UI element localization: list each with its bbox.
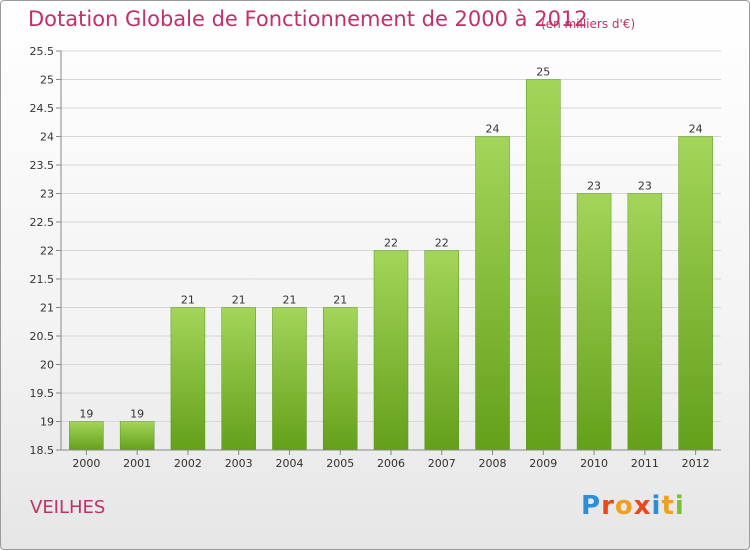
x-tick-label: 2003 (225, 457, 253, 470)
x-axis-ticks: 2000 2001 2002 2003 2004 2005 2006 2007 2008 2009… (72, 450, 710, 470)
x-tick-label: 2006 (377, 457, 405, 470)
data-label: 23 (587, 180, 601, 193)
chart-subtitle: (en milliers d'€) (541, 17, 636, 31)
y-tick-label: 20 (40, 359, 54, 372)
y-tick-label: 19.5 (30, 387, 55, 400)
x-tick-label: 2004 (275, 457, 303, 470)
y-tick-label: 22.5 (30, 216, 55, 229)
y-tick-label: 22 (40, 245, 54, 258)
bar-2007 (424, 250, 460, 451)
x-tick-label: 2000 (72, 457, 100, 470)
data-labels: 19 19 21 21 21 21 22 22 24 25 23 23 24 (79, 66, 702, 421)
data-label: 22 (384, 237, 398, 250)
bar-2008 (475, 136, 510, 451)
x-tick-label: 2002 (174, 457, 202, 470)
y-tick-label: 24 (40, 131, 54, 144)
data-label: 19 (130, 408, 144, 421)
bar-2003 (221, 307, 256, 451)
bar-2010 (576, 193, 612, 451)
logo-letter: P (581, 491, 602, 521)
bar-2002 (170, 307, 206, 451)
data-label: 19 (79, 408, 93, 421)
logo-letter: o (614, 491, 634, 521)
y-tick-label: 20.5 (30, 330, 55, 343)
x-tick-label: 2001 (123, 457, 151, 470)
data-label: 22 (435, 237, 449, 250)
x-tick-label: 2008 (479, 457, 507, 470)
data-label: 21 (282, 294, 296, 307)
y-tick-label: 18.5 (30, 444, 55, 457)
y-tick-label: 21.5 (30, 273, 55, 286)
data-label: 21 (232, 294, 246, 307)
data-label: 21 (181, 294, 195, 307)
bar-2011 (627, 193, 663, 451)
y-tick-label: 23 (40, 188, 54, 201)
logo-letter: r (601, 491, 615, 521)
data-label: 23 (638, 180, 652, 193)
bar-2006 (373, 250, 409, 451)
y-tick-label: 24.5 (30, 102, 55, 115)
logo-letter: i (674, 491, 685, 521)
chart-title: Dotation Globale de Fonctionnement de 20… (28, 7, 588, 31)
y-tick-label: 23.5 (30, 159, 55, 172)
bar-2005 (322, 307, 358, 451)
x-tick-label: 2005 (326, 457, 354, 470)
y-tick-label: 21 (40, 302, 54, 315)
bar-2000 (69, 421, 104, 451)
data-label: 25 (536, 66, 550, 79)
logo-letter: x (633, 491, 652, 521)
y-tick-label: 25.5 (30, 45, 55, 58)
x-tick-label: 2009 (529, 457, 557, 470)
logo-letter: i (651, 491, 662, 521)
data-label: 24 (689, 123, 703, 136)
y-axis-ticks: 18.5 19 19.5 20 20.5 21 21.5 22 22.5 23 23.5 24 24.5… (30, 45, 61, 457)
commune-name: VEILHES (30, 497, 106, 518)
bar-2012 (678, 136, 713, 451)
bar-2001 (119, 421, 155, 451)
data-label: 24 (486, 123, 500, 136)
bars (69, 79, 713, 451)
bar-2009 (526, 79, 561, 451)
x-tick-label: 2010 (580, 457, 608, 470)
data-label: 21 (333, 294, 347, 307)
bar-2004 (272, 307, 307, 451)
logo-letter: t (661, 491, 675, 521)
x-tick-label: 2011 (631, 457, 659, 470)
y-tick-label: 25 (40, 74, 54, 87)
x-tick-label: 2007 (428, 457, 456, 470)
proxiti-logo[interactable]: Proxiti (581, 491, 685, 521)
y-tick-label: 19 (40, 416, 54, 429)
x-tick-label: 2012 (682, 457, 710, 470)
